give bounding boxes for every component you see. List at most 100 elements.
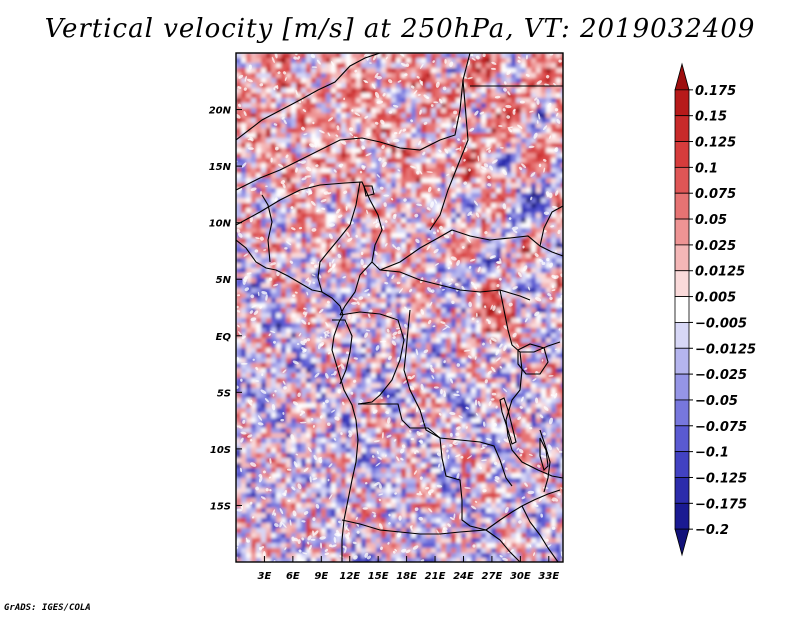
velocity-cell [296,338,302,344]
velocity-cell [551,163,557,169]
velocity-cell [236,393,242,399]
velocity-cell [321,253,327,259]
velocity-cell [561,348,563,354]
velocity-cell [516,323,522,329]
velocity-cell [496,78,502,84]
velocity-cell [501,383,507,389]
velocity-cell [376,148,382,154]
velocity-cell [511,418,517,424]
velocity-cell [546,333,552,339]
velocity-cell [256,238,262,244]
velocity-cell [331,423,337,429]
velocity-cell [511,313,517,319]
velocity-cell [291,323,297,329]
velocity-cell [496,353,502,359]
velocity-cell [336,258,342,264]
velocity-cell [351,263,357,269]
velocity-cell [396,53,402,59]
velocity-cell [241,113,247,119]
velocity-cell [516,313,522,319]
velocity-cell [256,418,262,424]
velocity-cell [556,283,562,289]
velocity-cell [476,193,482,199]
velocity-cell [466,398,472,404]
velocity-cell [451,348,457,354]
velocity-cell [431,198,437,204]
velocity-cell [536,403,542,409]
velocity-cell [456,253,462,259]
velocity-cell [271,368,277,374]
velocity-cell [336,148,342,154]
velocity-cell [331,348,337,354]
velocity-cell [301,398,307,404]
velocity-cell [451,138,457,144]
velocity-cell [536,183,542,189]
velocity-cell [391,88,397,94]
velocity-cell [376,338,382,344]
velocity-cell [256,118,262,124]
velocity-cell [271,148,277,154]
velocity-cell [546,173,552,179]
velocity-cell [326,218,332,224]
velocity-cell [386,353,392,359]
velocity-cell [306,388,312,394]
velocity-cell [401,133,407,139]
velocity-cell [461,63,467,69]
velocity-cell [456,208,462,214]
velocity-cell [366,98,372,104]
velocity-cell [546,413,552,419]
velocity-cell [321,238,327,244]
velocity-cell [371,283,377,289]
velocity-cell [541,183,547,189]
velocity-cell [461,258,467,264]
velocity-cell [551,333,557,339]
velocity-cell [381,123,387,129]
velocity-cell [556,393,562,399]
velocity-cell [371,153,377,159]
velocity-cell [511,288,517,294]
velocity-cell [271,103,277,109]
velocity-cell [326,138,332,144]
velocity-cell [356,368,362,374]
velocity-cell [436,253,442,259]
velocity-cell [451,83,457,89]
velocity-cell [551,203,557,209]
velocity-cell [531,198,537,204]
velocity-cell [266,143,272,149]
velocity-cell [376,83,382,89]
velocity-cell [391,253,397,259]
velocity-cell [451,213,457,219]
velocity-cell [421,143,427,149]
velocity-cell [451,263,457,269]
velocity-cell [446,228,452,234]
velocity-cell [326,363,332,369]
velocity-cell [246,268,252,274]
velocity-cell [401,88,407,94]
velocity-cell [496,53,502,59]
velocity-cell [381,108,387,114]
velocity-cell [441,368,447,374]
velocity-cell [461,53,467,59]
velocity-cell [361,278,367,284]
velocity-cell [536,213,542,219]
velocity-cell [386,323,392,329]
velocity-cell [381,53,387,59]
velocity-cell [441,198,447,204]
velocity-cell [481,213,487,219]
velocity-cell [331,273,337,279]
velocity-cell [366,358,372,364]
velocity-cell [426,168,432,174]
velocity-cell [386,318,392,324]
velocity-cell [406,138,412,144]
velocity-cell [446,428,452,434]
velocity-cell [271,193,277,199]
velocity-cell [491,123,497,129]
velocity-cell [541,223,547,229]
velocity-cell [411,193,417,199]
velocity-cell [406,113,412,119]
velocity-cell [436,373,442,379]
velocity-cell [531,318,537,324]
velocity-cell [411,93,417,99]
velocity-cell [271,298,277,304]
velocity-cell [361,408,367,414]
